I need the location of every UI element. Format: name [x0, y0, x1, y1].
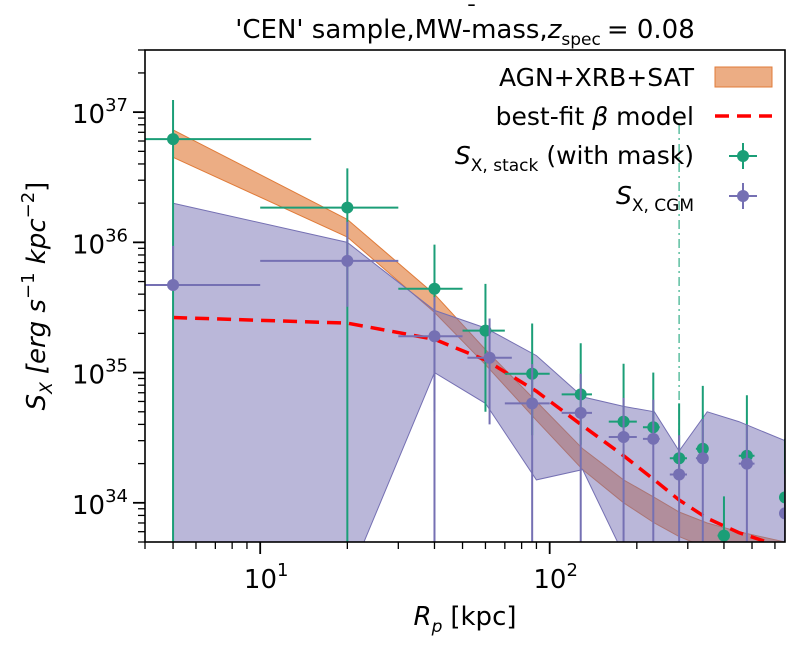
- legend-swatch-stack: [729, 143, 757, 169]
- y-tick-label: 1034: [72, 486, 128, 521]
- errorbar-layer: [145, 99, 785, 542]
- y-tick-label: 1035: [72, 356, 128, 391]
- cgm-point: [696, 452, 709, 465]
- legend-label-cgm: SX, CGM: [616, 181, 694, 216]
- y-axis-label: SX[erg s−1 kpc−2]: [18, 182, 57, 411]
- x-tick-label: 101: [244, 560, 289, 595]
- stack-point: [717, 529, 730, 542]
- legend-label-agn: AGN+XRB+SAT: [499, 63, 695, 92]
- cgm-point: [428, 330, 441, 343]
- stack-point: [779, 491, 785, 504]
- tick-layer: [133, 49, 776, 554]
- x-axis-label: Rp [kpc]: [413, 602, 516, 637]
- cgm-point: [483, 351, 496, 364]
- legend: AGN+XRB+SAT best-fit β model SX, stack (…: [455, 63, 773, 216]
- cgm-point: [673, 468, 686, 481]
- cgm-point: [617, 431, 630, 444]
- cgm-point: [526, 397, 539, 410]
- chart-title: 'CEN' sample,MW-mass,zspec = 0.08: [235, 15, 695, 50]
- stack-point: [479, 324, 492, 337]
- title-zbar-accent: ¯: [466, 2, 477, 27]
- x-tick-label: 102: [533, 560, 578, 595]
- stack-point: [428, 282, 441, 295]
- stack-point: [341, 201, 354, 214]
- cgm-point: [779, 507, 785, 520]
- y-tick-label: 1037: [72, 95, 128, 130]
- legend-label-stack: SX, stack (with mask): [455, 141, 694, 176]
- legend-swatch-cgm: [729, 183, 757, 209]
- y-tick-label: 1036: [72, 225, 128, 260]
- stack-point: [167, 133, 180, 146]
- cgm-point: [167, 279, 180, 292]
- legend-swatch-agn: [714, 66, 773, 88]
- legend-label-beta: best-fit β model: [496, 102, 694, 131]
- cgm-point: [341, 254, 354, 267]
- cgm-point: [740, 457, 753, 470]
- plot-frame: [144, 49, 786, 543]
- cgm-point: [647, 432, 660, 445]
- cgm-point: [574, 406, 587, 419]
